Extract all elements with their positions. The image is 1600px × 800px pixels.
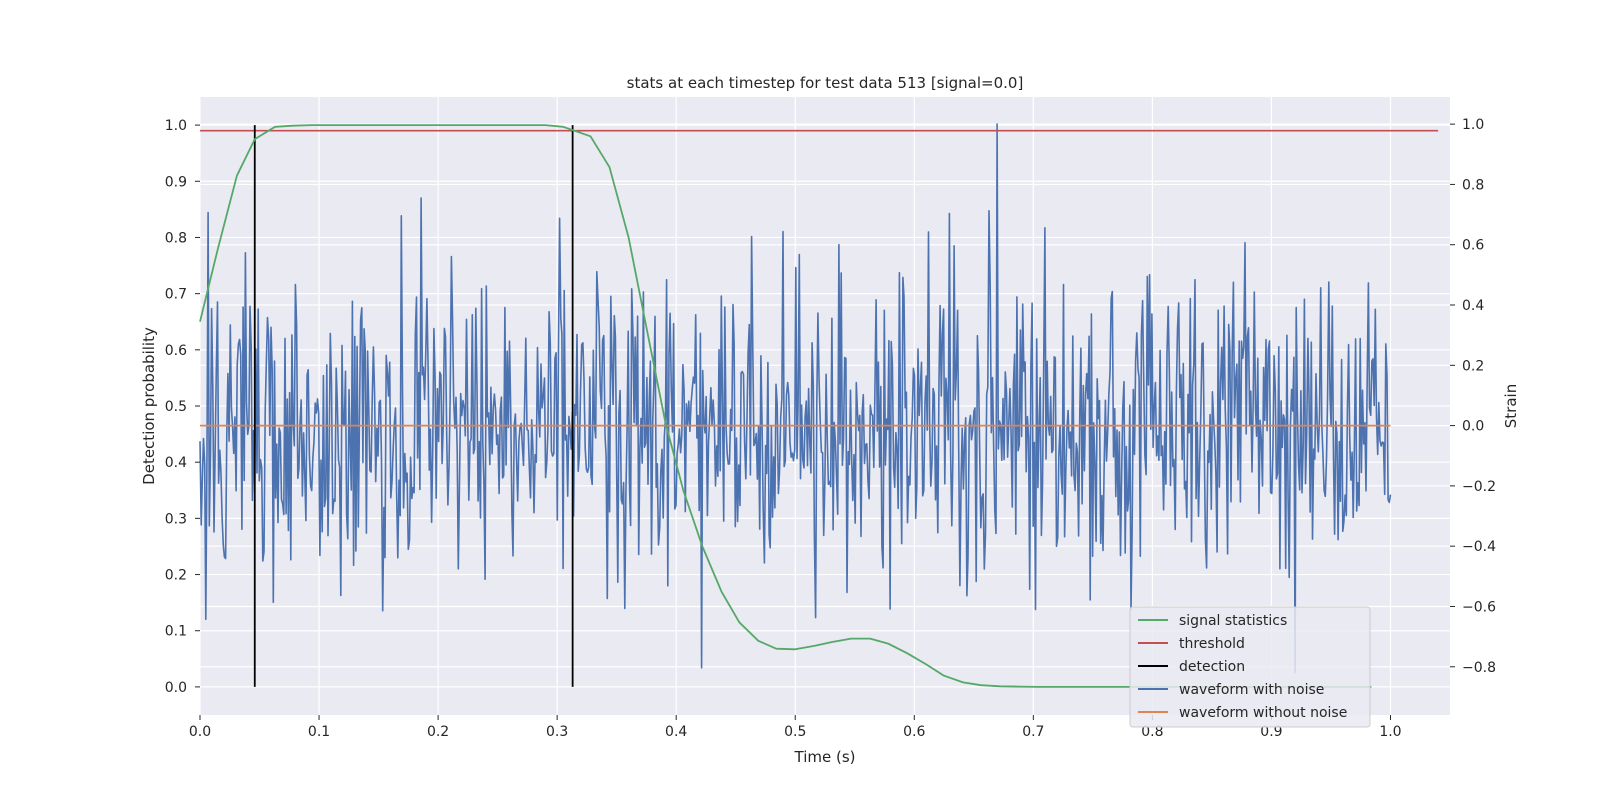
- y-tick-label: 0.9: [165, 174, 187, 190]
- x-tick-label: 0.4: [665, 724, 687, 740]
- y2-tick-label: −0.6: [1462, 599, 1496, 615]
- y2-tick-label: 0.4: [1462, 298, 1484, 314]
- x-tick-label: 0.6: [903, 724, 925, 740]
- legend-label: detection: [1179, 659, 1245, 675]
- legend-label: threshold: [1179, 636, 1245, 652]
- legend-label: signal statistics: [1179, 613, 1287, 629]
- x-tick-label: 0.2: [427, 724, 449, 740]
- y-tick-label: 0.4: [165, 455, 187, 471]
- series-waveform-with-noise: [199, 123, 1392, 674]
- y2-tick-label: 0.6: [1462, 238, 1484, 254]
- x-tick-label: 0.1: [308, 724, 330, 740]
- x-axis-label: Time (s): [794, 748, 856, 766]
- x-tick-label: 0.5: [784, 724, 806, 740]
- y2-tick-label: 0.2: [1462, 358, 1484, 374]
- legend: signal statistics threshold detection wavef…: [1129, 606, 1371, 728]
- y-tick-label: 0.5: [165, 399, 187, 415]
- x-tick-label: 0.3: [546, 724, 568, 740]
- x-tick-label: 1.0: [1379, 724, 1401, 740]
- series-layer: [199, 123, 1439, 688]
- series-signal-statistics: [199, 124, 1372, 688]
- y-tick-label: 0.2: [165, 568, 187, 584]
- y2-tick-label: −0.8: [1462, 660, 1496, 676]
- legend-label: waveform without noise: [1179, 705, 1347, 721]
- grid-lines: [199, 97, 1450, 715]
- y-tick-label: 0.8: [165, 230, 187, 246]
- legend-label: waveform with noise: [1179, 682, 1324, 698]
- x-tick-label: 0.9: [1260, 724, 1282, 740]
- y2-tick-label: 1.0: [1462, 117, 1484, 133]
- x-tick-label: 0.0: [189, 724, 211, 740]
- y-axis-label: Detection probability: [140, 327, 158, 485]
- legend-box: [1129, 606, 1371, 728]
- x-tick-label: 0.7: [1022, 724, 1044, 740]
- y-tick-label: 0.3: [165, 511, 187, 527]
- y-tick-label: 0.1: [165, 624, 187, 640]
- y-tick-label: 0.6: [165, 343, 187, 359]
- y2-tick-label: 0.8: [1462, 177, 1484, 193]
- y-tick-label: 1.0: [165, 118, 187, 134]
- y2-tick-label: 0.0: [1462, 419, 1484, 435]
- y2-tick-label: −0.4: [1462, 539, 1496, 555]
- y2-tick-label: −0.2: [1462, 479, 1496, 495]
- y-tick-label: 0.0: [165, 680, 187, 696]
- x-tick-label: 0.8: [1141, 724, 1163, 740]
- y2-axis-label: Strain: [1502, 384, 1520, 428]
- axes-layer: 0.0 0.1 0.2 0.3 0.4 0.5 0.6 0.7 0.8 0.9 1.0 0.0 0.1 0…: [165, 117, 1496, 740]
- chart-title: stats at each timestep for test data 513…: [627, 74, 1024, 92]
- y-tick-label: 0.7: [165, 287, 187, 303]
